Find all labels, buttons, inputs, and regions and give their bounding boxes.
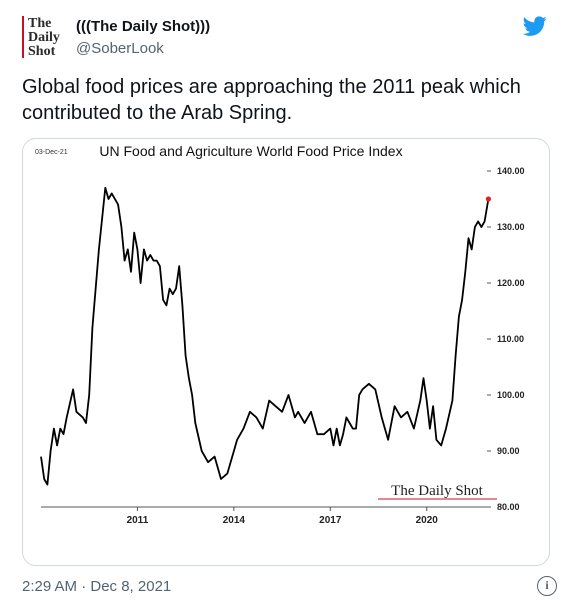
avatar[interactable]: The Daily Shot (22, 12, 70, 60)
info-icon[interactable]: i (537, 576, 557, 596)
svg-text:Shot: Shot (28, 44, 56, 59)
chart-image-card[interactable]: 03-Dec-21 UN Food and Agriculture World … (22, 138, 550, 566)
y-axis: 80.00 90.00 100.00 110.00 120.00 130.00 140.00 (487, 166, 525, 512)
y-tick-label: 130.00 (497, 222, 525, 232)
series-line (40, 186, 490, 486)
x-tick-label: 2011 (127, 515, 149, 526)
chart-title: UN Food and Agriculture World Food Price… (99, 143, 402, 159)
y-tick-label: 100.00 (497, 390, 525, 400)
svg-text:Daily: Daily (28, 30, 60, 45)
latest-value-dot (485, 196, 492, 202)
tweet-timestamp[interactable]: 2:29 AM · Dec 8, 2021 (22, 578, 172, 595)
x-tick-label: 2014 (223, 515, 246, 526)
user-handle[interactable]: @SoberLook (76, 40, 164, 57)
y-tick-label: 140.00 (497, 166, 525, 176)
y-tick-label: 90.00 (497, 446, 520, 456)
food-price-chart: 03-Dec-21 UN Food and Agriculture World … (35, 143, 525, 526)
chart-date-stamp: 03-Dec-21 (35, 149, 68, 156)
svg-text:The: The (28, 16, 51, 31)
tweet-text: Global food prices are approaching the 2… (22, 76, 521, 124)
twitter-bird-icon[interactable] (521, 14, 549, 38)
x-axis: 2011 2014 2017 2020 (127, 507, 439, 526)
chart-watermark: The Daily Shot (391, 483, 483, 499)
x-tick-label: 2017 (319, 515, 342, 526)
x-tick-label: 2020 (416, 515, 439, 526)
display-name[interactable]: (((The Daily Shot))) (76, 18, 211, 35)
daily-shot-logo: The Daily Shot (22, 16, 60, 59)
y-tick-label: 80.00 (497, 502, 520, 512)
y-tick-label: 110.00 (497, 334, 524, 344)
y-tick-label: 120.00 (497, 278, 525, 288)
tweet-header: The Daily Shot (((The Daily Shot))) @Sob… (20, 10, 557, 62)
